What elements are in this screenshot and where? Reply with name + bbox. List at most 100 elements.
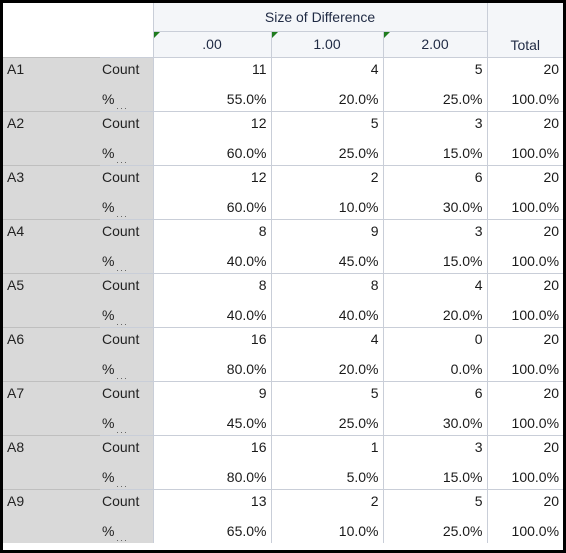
statistic-label: % ··· bbox=[100, 300, 153, 329]
count-cell: 8 bbox=[152, 272, 271, 300]
table-row: A5 Count 8 8 4 20 bbox=[3, 272, 564, 327]
count-cell: 5 bbox=[382, 56, 488, 84]
percent-cell: 65.0% bbox=[152, 516, 271, 543]
statistic-label: Count bbox=[100, 380, 153, 408]
percent-cell: 0.0% bbox=[382, 354, 488, 381]
percent-cell: 25.0% bbox=[270, 138, 383, 165]
percent-cell: 60.0% bbox=[152, 138, 271, 165]
column-group-header: Size of Difference bbox=[152, 3, 488, 32]
count-cell: 20 bbox=[486, 434, 564, 462]
count-cell: 6 bbox=[382, 380, 488, 408]
header-corner bbox=[3, 3, 153, 57]
count-cell: 20 bbox=[486, 56, 564, 84]
percent-cell: 55.0% bbox=[152, 84, 271, 111]
percent-cell: 100.0% bbox=[486, 354, 564, 381]
percent-cell: 25.0% bbox=[382, 516, 488, 543]
percent-cell: 20.0% bbox=[270, 84, 383, 111]
table-row: A8 Count 16 1 3 20 bbox=[3, 434, 564, 489]
count-cell: 12 bbox=[152, 164, 271, 192]
count-cell: 16 bbox=[152, 326, 271, 354]
percent-cell: 100.0% bbox=[486, 84, 564, 111]
percent-cell: 100.0% bbox=[486, 246, 564, 273]
row-label: A1 bbox=[3, 56, 100, 111]
count-cell: 3 bbox=[382, 110, 488, 138]
count-cell: 8 bbox=[152, 218, 271, 246]
count-cell: 20 bbox=[486, 326, 564, 354]
statistic-label: Count bbox=[100, 218, 153, 246]
percent-cell: 80.0% bbox=[152, 354, 271, 381]
table-row: % ··· 55.0% 20.0% 25.0% 100.0% bbox=[3, 84, 564, 113]
statistic-label: % ··· bbox=[100, 192, 153, 221]
percent-cell: 15.0% bbox=[382, 462, 488, 489]
row-label: A5 bbox=[3, 272, 100, 327]
statistic-label: % ··· bbox=[100, 354, 153, 382]
percent-cell: 40.0% bbox=[270, 300, 383, 327]
crosstab-table: Size of Difference Total .00 1.00 2.00 A… bbox=[3, 3, 564, 545]
count-cell: 1 bbox=[270, 434, 383, 462]
percent-cell: 30.0% bbox=[382, 408, 488, 435]
percent-cell: 100.0% bbox=[486, 300, 564, 327]
table-row: % ··· 80.0% 20.0% 0.0% 100.0% bbox=[3, 354, 564, 382]
percent-cell: 40.0% bbox=[152, 300, 271, 327]
count-cell: 4 bbox=[382, 272, 488, 300]
table-row: A6 Count 16 4 0 20 bbox=[3, 326, 564, 381]
total-column-header: Total bbox=[486, 3, 564, 57]
table-row: % ··· 80.0% 5.0% 15.0% 100.0% bbox=[3, 462, 564, 491]
statistic-label: % ··· bbox=[100, 84, 153, 113]
truncation-icon: ··· bbox=[116, 318, 128, 329]
statistic-label: Count bbox=[100, 488, 153, 516]
percent-cell: 10.0% bbox=[270, 192, 383, 219]
count-cell: 11 bbox=[152, 56, 271, 84]
column-header: 1.00 bbox=[270, 31, 383, 57]
row-label: A2 bbox=[3, 110, 100, 165]
count-cell: 13 bbox=[152, 488, 271, 516]
percent-cell: 15.0% bbox=[382, 138, 488, 165]
table-row: % ··· 60.0% 25.0% 15.0% 100.0% bbox=[3, 138, 564, 166]
count-cell: 4 bbox=[270, 56, 383, 84]
statistic-label: % ··· bbox=[100, 246, 153, 275]
column-header: .00 bbox=[152, 31, 271, 57]
table-row: A9 Count 13 2 5 20 bbox=[3, 488, 564, 543]
truncation-icon: ··· bbox=[116, 426, 128, 437]
cell-marker-icon bbox=[271, 31, 278, 38]
truncation-icon: ··· bbox=[116, 264, 128, 275]
table-row: % ··· 60.0% 10.0% 30.0% 100.0% bbox=[3, 192, 564, 221]
percent-cell: 100.0% bbox=[486, 192, 564, 219]
count-cell: 20 bbox=[486, 110, 564, 138]
row-label: A3 bbox=[3, 164, 100, 219]
row-label: A8 bbox=[3, 434, 100, 489]
table-row: % ··· 45.0% 25.0% 30.0% 100.0% bbox=[3, 408, 564, 437]
count-cell: 20 bbox=[486, 272, 564, 300]
count-cell: 16 bbox=[152, 434, 271, 462]
row-label: A7 bbox=[3, 380, 100, 435]
count-cell: 5 bbox=[270, 110, 383, 138]
percent-cell: 45.0% bbox=[152, 408, 271, 435]
percent-cell: 100.0% bbox=[486, 138, 564, 165]
count-cell: 5 bbox=[382, 488, 488, 516]
row-label: A4 bbox=[3, 218, 100, 273]
table-row: % ··· 40.0% 40.0% 20.0% 100.0% bbox=[3, 300, 564, 329]
table-row: A3 Count 12 2 6 20 bbox=[3, 164, 564, 219]
percent-cell: 40.0% bbox=[152, 246, 271, 273]
percent-cell: 25.0% bbox=[270, 408, 383, 435]
count-cell: 6 bbox=[382, 164, 488, 192]
truncation-icon: ··· bbox=[116, 535, 128, 545]
statistic-label: Count bbox=[100, 56, 153, 84]
truncation-icon: ··· bbox=[116, 210, 128, 221]
count-cell: 9 bbox=[270, 218, 383, 246]
statistic-label: % ··· bbox=[100, 138, 153, 166]
table-row: A4 Count 8 9 3 20 bbox=[3, 218, 564, 273]
statistic-label: Count bbox=[100, 434, 153, 462]
percent-cell: 30.0% bbox=[382, 192, 488, 219]
count-cell: 5 bbox=[270, 380, 383, 408]
table-row: A2 Count 12 5 3 20 bbox=[3, 110, 564, 165]
count-cell: 0 bbox=[382, 326, 488, 354]
table-row: A1 Count 11 4 5 20 bbox=[3, 56, 564, 111]
cell-marker-icon bbox=[383, 31, 390, 38]
truncation-icon: ··· bbox=[116, 480, 128, 491]
truncation-icon: ··· bbox=[116, 102, 128, 113]
count-cell: 3 bbox=[382, 434, 488, 462]
table-row: % ··· 40.0% 45.0% 15.0% 100.0% bbox=[3, 246, 564, 275]
column-header: 2.00 bbox=[382, 31, 488, 57]
percent-cell: 15.0% bbox=[382, 246, 488, 273]
